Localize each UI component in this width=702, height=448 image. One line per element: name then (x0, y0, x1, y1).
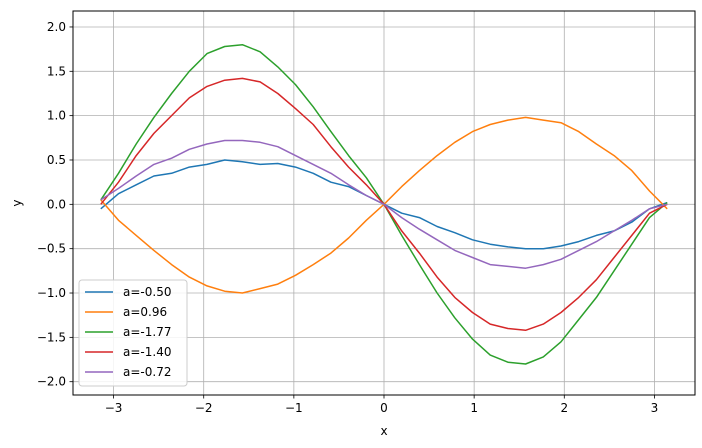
x-tick-label: −3 (105, 401, 123, 415)
x-tick-label: −2 (195, 401, 213, 415)
y-tick-label: −2.0 (37, 375, 66, 389)
legend-label: a=-0.72 (123, 365, 171, 379)
legend-label: a=0.96 (123, 305, 167, 319)
x-tick-label: −1 (285, 401, 303, 415)
x-tick-label: 1 (470, 401, 478, 415)
legend-label: a=-0.50 (123, 285, 171, 299)
y-tick-label: 2.0 (47, 20, 66, 34)
legend: a=-0.50 a=0.96 a=-1.77 a=-1.40 a=-0.72 (78, 279, 188, 387)
series-line-5 (100, 139, 668, 269)
x-tick-label: 2 (560, 401, 568, 415)
legend-box (78, 279, 188, 387)
y-tick-label: 1.5 (47, 64, 66, 78)
x-axis-label: x (380, 424, 387, 438)
y-tick-label: 0.5 (47, 153, 66, 167)
x-tick-label: 0 (380, 401, 388, 415)
x-tick-label: 3 (651, 401, 659, 415)
axis-ticks: −3 −2 −1 0 1 2 3 −2.0 −1.5 −1.0 −0.5 0.0 0.5 1.0 1.5 2.… (37, 20, 658, 415)
y-tick-label: 0.0 (47, 197, 66, 211)
series-lines (100, 43, 668, 365)
y-tick-label: 1.0 (47, 109, 66, 123)
y-tick-label: −0.5 (37, 242, 66, 256)
y-axis-label: y (10, 199, 24, 206)
legend-label: a=-1.40 (123, 345, 171, 359)
y-tick-label: −1.0 (37, 286, 66, 300)
y-tick-label: −1.5 (37, 330, 66, 344)
legend-label: a=-1.77 (123, 325, 171, 339)
